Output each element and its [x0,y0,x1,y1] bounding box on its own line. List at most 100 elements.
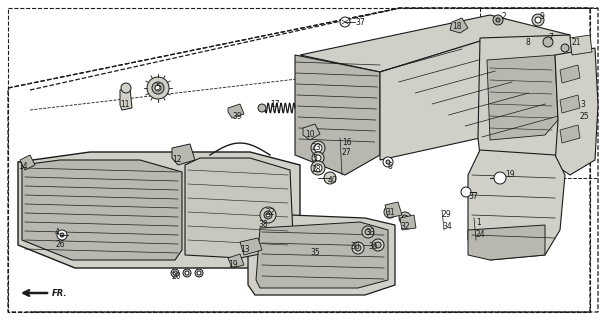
Circle shape [314,164,322,172]
Circle shape [152,82,164,94]
Circle shape [532,14,544,26]
Circle shape [171,269,179,277]
Polygon shape [560,65,580,83]
Circle shape [384,206,396,218]
Polygon shape [450,18,468,33]
Circle shape [461,187,471,197]
Circle shape [324,172,336,184]
Text: 5: 5 [155,83,160,92]
Text: 25: 25 [580,112,590,121]
Circle shape [311,161,325,175]
Circle shape [197,271,201,275]
Text: 32: 32 [400,222,410,231]
Text: 3: 3 [580,100,585,109]
Text: 37: 37 [355,18,365,27]
Text: 28: 28 [312,165,322,174]
Text: 7: 7 [548,33,553,42]
Text: 30: 30 [350,242,360,251]
Circle shape [60,233,64,237]
Circle shape [387,209,393,215]
Text: 33: 33 [365,228,375,237]
Polygon shape [555,48,598,175]
Circle shape [260,207,276,223]
Text: 19: 19 [505,170,514,179]
Polygon shape [468,150,565,260]
Polygon shape [18,152,300,268]
Text: 12: 12 [172,155,182,164]
Text: 22: 22 [265,208,274,217]
Circle shape [383,157,393,167]
Text: 10: 10 [305,130,314,139]
Circle shape [258,104,266,112]
Text: 40: 40 [328,176,338,185]
Polygon shape [120,88,132,110]
Text: 1: 1 [476,218,481,227]
Circle shape [352,242,364,254]
Text: 24: 24 [476,230,486,239]
Polygon shape [385,202,402,218]
Circle shape [314,144,322,152]
Circle shape [375,242,381,248]
Text: 8: 8 [525,38,530,47]
Circle shape [183,269,191,277]
Polygon shape [228,254,244,268]
Circle shape [315,155,321,161]
Circle shape [340,17,350,27]
Circle shape [312,152,324,164]
Text: 16: 16 [342,138,351,147]
Circle shape [355,245,361,251]
Text: FR.: FR. [52,290,67,299]
Text: 37: 37 [468,192,478,201]
Polygon shape [380,38,560,160]
Polygon shape [560,95,580,113]
Polygon shape [185,158,293,258]
Text: 17: 17 [270,100,280,109]
Circle shape [399,212,411,224]
Circle shape [386,160,390,164]
Circle shape [264,211,272,219]
Polygon shape [248,215,395,295]
Polygon shape [487,55,558,140]
Text: 27: 27 [342,148,351,157]
Text: 2: 2 [502,12,506,21]
Polygon shape [172,144,195,165]
Circle shape [494,172,506,184]
Text: 36: 36 [368,242,378,251]
Polygon shape [303,124,320,140]
Circle shape [173,271,177,275]
Circle shape [402,215,408,221]
Circle shape [266,213,270,217]
Circle shape [195,269,203,277]
Polygon shape [22,160,182,260]
Circle shape [372,239,384,251]
Text: 21: 21 [572,38,581,47]
Polygon shape [468,225,545,260]
Text: 20: 20 [172,272,182,281]
Text: 19: 19 [228,260,238,269]
Polygon shape [478,35,575,170]
Text: 11: 11 [120,100,130,109]
Text: 9: 9 [540,12,545,21]
Polygon shape [560,125,580,143]
Polygon shape [300,15,570,72]
Polygon shape [400,215,416,230]
Circle shape [535,17,541,23]
Circle shape [493,15,503,25]
Circle shape [561,44,569,52]
Circle shape [496,18,500,22]
Text: 34: 34 [442,222,452,231]
Circle shape [155,85,161,91]
Text: 35: 35 [310,248,320,257]
Circle shape [147,77,169,99]
Polygon shape [570,35,592,55]
Text: 14: 14 [18,162,27,171]
Polygon shape [295,55,380,175]
Text: 31: 31 [385,208,395,217]
Circle shape [185,271,189,275]
Text: 23: 23 [312,143,322,152]
Text: 5: 5 [312,154,317,163]
Circle shape [57,230,67,240]
Circle shape [365,229,371,235]
Polygon shape [256,222,388,288]
Text: 38: 38 [258,220,268,229]
